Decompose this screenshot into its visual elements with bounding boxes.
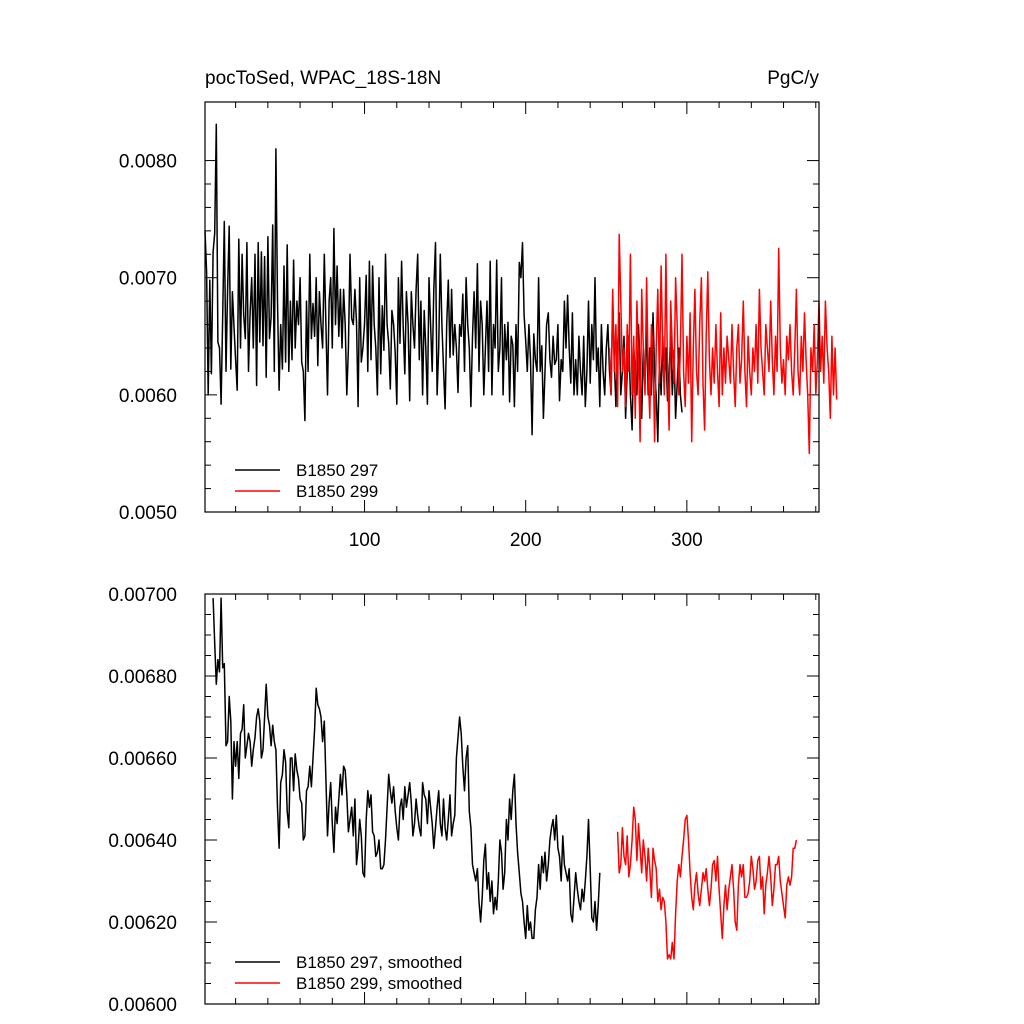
bottom-panel-ticks: 0.00600 0.00620 0.00640 0.00660 0.00680 0.007… <box>108 585 819 1016</box>
bottom-panel-legend: B1850 297, smoothed B1850 299, smoothed <box>235 953 462 993</box>
legend-label-b1850-297: B1850 297 <box>296 461 378 480</box>
legend-label-b1850-297-smoothed: B1850 297, smoothed <box>296 953 462 972</box>
top-panel-x-tick-label: 200 <box>510 530 542 551</box>
series-line-b1850-297 <box>204 123 683 443</box>
bottom-panel-y-tick-label: 0.00600 <box>108 995 177 1016</box>
top-panel-x-tick-label: 300 <box>671 530 703 551</box>
top-panel-title-right: PgC/y <box>767 68 819 89</box>
top-panel-y-tick-label: 0.0060 <box>119 386 177 407</box>
legend-label-b1850-299: B1850 299 <box>296 482 378 501</box>
top-panel-y-tick-label: 0.0070 <box>119 269 177 290</box>
top-panel: pocToSed, WPAC_18S-18N PgC/y 100 200 300 0.… <box>119 68 838 551</box>
series-line-b1850-297-smoothed <box>212 597 601 940</box>
top-panel-frame <box>204 101 820 513</box>
top-panel-x-tick-label: 100 <box>349 530 381 551</box>
bottom-panel-y-tick-label: 0.00700 <box>108 585 177 606</box>
top-panel-y-tick-label: 0.0050 <box>119 503 177 524</box>
bottom-panel-series <box>212 597 798 960</box>
top-panel-legend: B1850 297 B1850 299 <box>235 461 378 501</box>
bottom-panel-frame <box>204 593 820 1005</box>
series-line-b1850-299-smoothed <box>616 806 798 960</box>
top-panel-title-left: pocToSed, WPAC_18S-18N <box>205 68 441 89</box>
bottom-panel-y-tick-label: 0.00680 <box>108 667 177 688</box>
legend-label-b1850-299-smoothed: B1850 299, smoothed <box>296 974 462 993</box>
top-panel-ticks: 100 200 300 0.0050 0.0060 0.0070 0.0080 <box>119 102 819 551</box>
bottom-panel-y-tick-label: 0.00660 <box>108 749 177 770</box>
bottom-panel-y-tick-label: 0.00640 <box>108 831 177 852</box>
series-line-b1850-299 <box>608 233 838 455</box>
top-panel-y-tick-label: 0.0080 <box>119 152 177 173</box>
bottom-panel-y-tick-label: 0.00620 <box>108 913 177 934</box>
bottom-panel: 0.00600 0.00620 0.00640 0.00660 0.00680 0.007… <box>108 585 820 1016</box>
top-panel-series <box>204 123 838 455</box>
